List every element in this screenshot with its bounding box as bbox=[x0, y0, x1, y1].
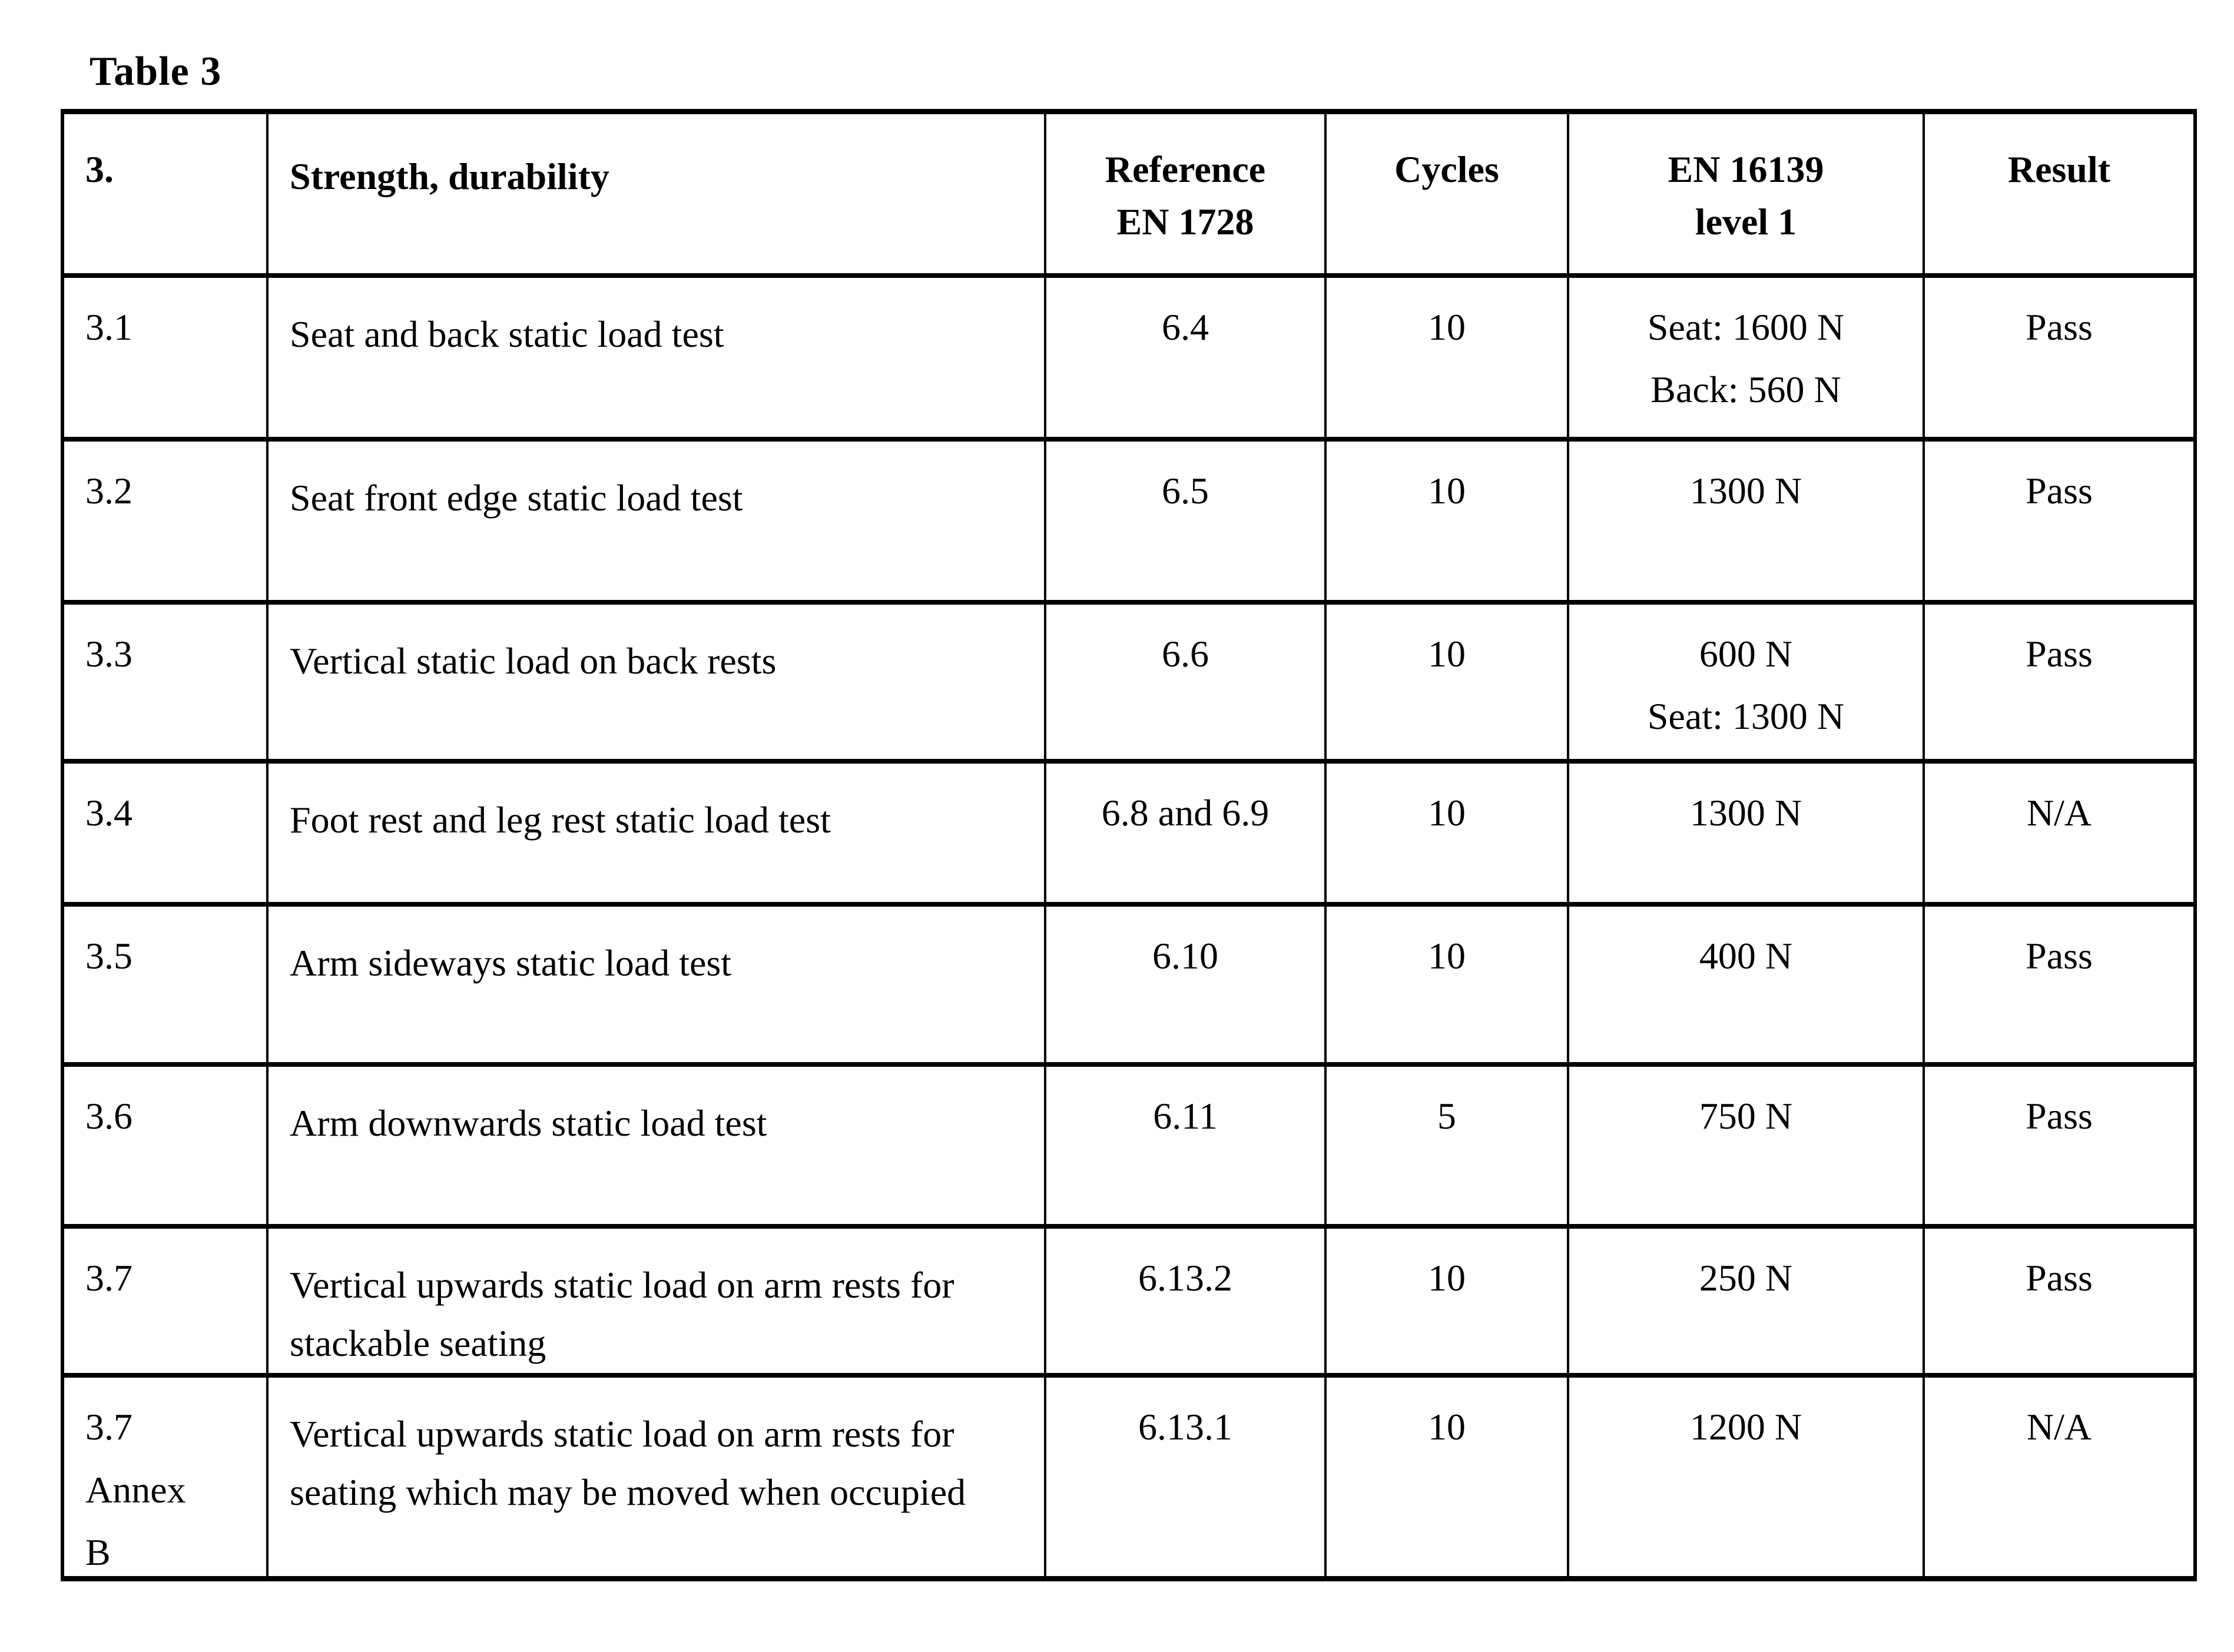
table-row: 3.7 Vertical upwards static load on arm … bbox=[62, 1226, 2196, 1378]
cell-test-name: Vertical static load on back rests bbox=[267, 602, 1046, 764]
cell-result: Pass bbox=[1924, 275, 2196, 442]
cell-result: Pass bbox=[1924, 904, 2196, 1067]
cell-item-number: 3.7 bbox=[62, 1226, 269, 1378]
header-cell-load-level: EN 16139 level 1 bbox=[1568, 111, 1925, 278]
cell-reference: 6.11 bbox=[1045, 1064, 1327, 1229]
header-cell-result: Result bbox=[1924, 111, 2196, 278]
cell-reference: 6.13.2 bbox=[1045, 1226, 1327, 1378]
header-cell-cycles: Cycles bbox=[1325, 111, 1569, 278]
cell-cycles: 10 bbox=[1325, 275, 1569, 442]
cell-load-level: 1300 N bbox=[1568, 439, 1925, 605]
cell-reference: 6.8 and 6.9 bbox=[1045, 761, 1327, 907]
header-row: 3. Strength, durability Reference EN 1728… bbox=[62, 111, 2196, 278]
cell-result: Pass bbox=[1924, 439, 2196, 605]
table-row: 3.4 Foot rest and leg rest static load t… bbox=[62, 761, 2196, 907]
cell-reference: 6.5 bbox=[1045, 439, 1327, 605]
cell-item-number: 3.5 bbox=[62, 904, 269, 1067]
cell-reference: 6.13.1 bbox=[1045, 1375, 1327, 1581]
cell-test-name: Vertical upwards static load on arm rest… bbox=[267, 1226, 1046, 1378]
cell-result: N/A bbox=[1924, 1375, 2196, 1581]
cell-cycles: 10 bbox=[1325, 602, 1569, 764]
cell-load-level: 750 N bbox=[1568, 1064, 1925, 1229]
cell-load-level: 1200 N bbox=[1568, 1375, 1925, 1581]
cell-result: N/A bbox=[1924, 761, 2196, 907]
cell-test-name: Vertical upwards static load on arm rest… bbox=[267, 1375, 1046, 1581]
cell-reference: 6.10 bbox=[1045, 904, 1327, 1067]
cell-reference: 6.4 bbox=[1045, 275, 1327, 442]
cell-test-name: Seat and back static load test bbox=[267, 275, 1046, 442]
cell-load-level: 600 N Seat: 1300 N bbox=[1568, 602, 1925, 764]
cell-item-number: 3.2 bbox=[62, 439, 269, 605]
cell-cycles: 10 bbox=[1325, 1375, 1569, 1581]
cell-load-level: Seat: 1600 N Back: 560 N bbox=[1568, 275, 1925, 442]
header-cell-test-name: Strength, durability bbox=[267, 111, 1046, 278]
cell-cycles: 10 bbox=[1325, 439, 1569, 605]
cell-cycles: 10 bbox=[1325, 904, 1569, 1067]
table-row: 3.5 Arm sideways static load test 6.10 1… bbox=[62, 904, 2196, 1067]
cell-load-level: 400 N bbox=[1568, 904, 1925, 1067]
cell-result: Pass bbox=[1924, 1226, 2196, 1378]
cell-result: Pass bbox=[1924, 1064, 2196, 1229]
header-cell-reference: Reference EN 1728 bbox=[1045, 111, 1327, 278]
table-title: Table 3 bbox=[90, 49, 222, 94]
cell-cycles: 10 bbox=[1325, 1226, 1569, 1378]
cell-test-name: Foot rest and leg rest static load test bbox=[267, 761, 1046, 907]
cell-item-number: 3.6 bbox=[62, 1064, 269, 1229]
cell-cycles: 10 bbox=[1325, 761, 1569, 907]
table-row: 3.6 Arm downwards static load test 6.11 … bbox=[62, 1064, 2196, 1229]
table-row: 3.2 Seat front edge static load test 6.5… bbox=[62, 439, 2196, 605]
cell-item-number: 3.1 bbox=[62, 275, 269, 442]
table-row: 3.7 Annex B Vertical upwards static load o… bbox=[62, 1375, 2196, 1581]
cell-item-number: 3.7 Annex B bbox=[62, 1375, 269, 1581]
cell-load-level: 1300 N bbox=[1568, 761, 1925, 907]
cell-test-name: Seat front edge static load test bbox=[267, 439, 1046, 605]
cell-result: Pass bbox=[1924, 602, 2196, 764]
header-cell-item-number: 3. bbox=[62, 111, 269, 278]
cell-cycles: 5 bbox=[1325, 1064, 1569, 1229]
cell-test-name: Arm downwards static load test bbox=[267, 1064, 1046, 1229]
table-row: 3.1 Seat and back static load test 6.4 1… bbox=[62, 275, 2196, 442]
cell-item-number: 3.4 bbox=[62, 761, 269, 907]
table-row: 3.3 Vertical static load on back rests 6… bbox=[62, 602, 2196, 764]
cell-test-name: Arm sideways static load test bbox=[267, 904, 1046, 1067]
cell-item-number: 3.3 bbox=[62, 602, 269, 764]
cell-reference: 6.6 bbox=[1045, 602, 1327, 764]
cell-load-level: 250 N bbox=[1568, 1226, 1925, 1378]
strength-durability-table: 3. Strength, durability Reference EN 1728… bbox=[61, 109, 2197, 1582]
